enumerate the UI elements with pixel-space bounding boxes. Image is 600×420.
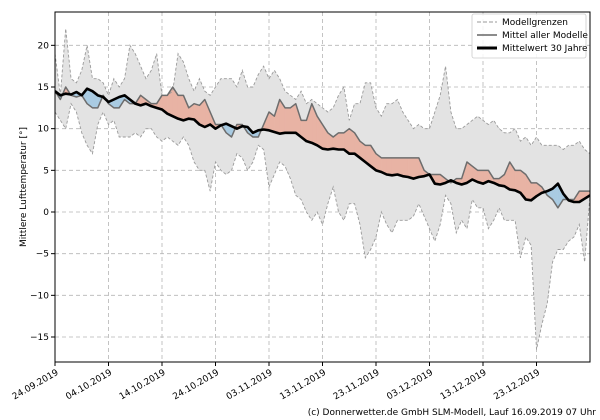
y-axis-title: Mittlere Lufttemperatur [°] — [19, 127, 29, 247]
x-tick-label: 23.12.2019 — [492, 368, 542, 403]
legend-box — [471, 13, 587, 59]
y-tick-label: 0 — [43, 208, 49, 218]
model-upper-bound-line — [55, 28, 590, 155]
warm-anomaly-fill — [407, 157, 414, 179]
model-lower-bound-line — [55, 102, 590, 350]
y-tick-label: −10 — [30, 291, 49, 301]
y-tick-label: −5 — [36, 250, 49, 260]
x-tick-label: 14.10.2019 — [118, 368, 168, 403]
plot-area — [55, 28, 590, 350]
x-tick-label: 13.11.2019 — [278, 368, 328, 403]
y-tick-label: 10 — [38, 125, 50, 135]
thirty-year-mean-line — [55, 87, 590, 204]
warm-anomaly-fill — [413, 157, 419, 179]
x-tick-label: 13.12.2019 — [439, 368, 489, 403]
legend-label-modellgrenzen: Modellgrenzen — [502, 18, 568, 28]
warm-anomaly-fill — [386, 157, 393, 176]
legend-label-mittelwert-30-jahre: Mittelwert 30 Jahre — [502, 44, 588, 54]
x-tick-label: 24.09.2019 — [11, 368, 61, 403]
warm-anomaly-fill — [402, 157, 409, 178]
y-axis: −15 −10 −5 0 5 10 15 20 — [30, 41, 55, 343]
warm-anomaly-fill — [391, 157, 398, 176]
x-tick-label: 03.12.2019 — [385, 368, 435, 403]
y-tick-label: −15 — [30, 333, 49, 343]
y-tick-label: 20 — [38, 41, 50, 51]
legend: Modellgrenzen Mittel aller Modelle Mitte… — [471, 13, 588, 59]
credit-text: (c) Donnerwetter.de GmbH SLM-Modell, Lau… — [308, 408, 597, 418]
y-tick-label: 5 — [43, 166, 49, 176]
x-tick-label: 04.10.2019 — [64, 368, 114, 403]
y-tick-label: 15 — [38, 83, 49, 93]
x-tick-label: 24.10.2019 — [171, 368, 221, 403]
legend-label-mittel-aller-modelle: Mittel aller Modelle — [502, 31, 588, 41]
warm-anomaly-fill — [177, 95, 184, 121]
warm-anomaly-fill — [338, 132, 345, 150]
x-axis: 24.09.2019 04.10.2019 14.10.2019 24.10.2019… — [11, 362, 542, 402]
x-tick-label: 23.11.2019 — [332, 368, 382, 403]
warm-anomaly-fill — [284, 107, 291, 134]
x-tick-label: 03.11.2019 — [225, 368, 275, 403]
model-mean-line — [55, 86, 590, 209]
